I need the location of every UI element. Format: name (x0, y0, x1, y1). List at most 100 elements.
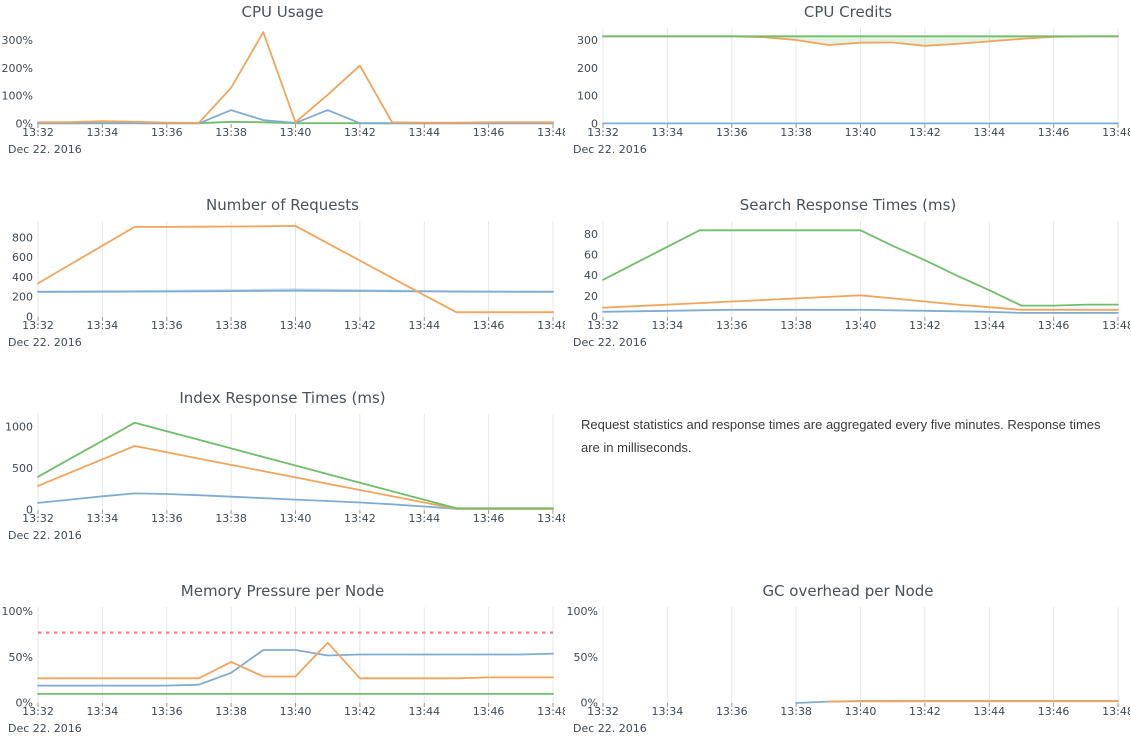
svg-text:13:48: 13:48 (537, 705, 565, 718)
svg-text:13:32: 13:32 (22, 512, 54, 525)
svg-text:0: 0 (591, 311, 598, 324)
svg-text:50%: 50% (9, 651, 33, 664)
svg-text:13:36: 13:36 (151, 126, 183, 139)
svg-text:13:48: 13:48 (537, 126, 565, 139)
chart-number-of-requests: Number of Requests 13:32 13:34 13:36 13:38 1… (0, 195, 565, 355)
svg-text:13:46: 13:46 (1038, 319, 1070, 332)
svg-text:13:44: 13:44 (973, 705, 1005, 718)
gc-overhead-plot: 13:32 13:34 13:36 13:38 13:40 13:42 13:44 13:46… (567, 605, 1130, 735)
chart-cpu-usage: CPU Usage 13:32 13:34 13:36 13:38 13:40 13:42… (0, 2, 565, 162)
svg-text:13:38: 13:38 (780, 705, 812, 718)
svg-text:13:38: 13:38 (215, 512, 247, 525)
svg-text:13:34: 13:34 (652, 126, 684, 139)
svg-text:13:36: 13:36 (716, 705, 748, 718)
svg-text:13:44: 13:44 (408, 512, 440, 525)
chart-title-number-of-requests: Number of Requests (206, 196, 359, 214)
cpu-credits-plot: 13:32 13:34 13:36 13:38 13:40 13:42 13:44 13:46… (573, 28, 1130, 156)
svg-text:100%: 100% (567, 605, 598, 618)
svg-text:100%: 100% (2, 90, 33, 103)
svg-text:13:36: 13:36 (716, 319, 748, 332)
svg-text:13:40: 13:40 (280, 126, 312, 139)
svg-text:13:40: 13:40 (280, 705, 312, 718)
svg-text:13:48: 13:48 (537, 512, 565, 525)
svg-text:13:36: 13:36 (151, 705, 183, 718)
svg-text:0%: 0% (581, 697, 598, 710)
svg-text:Dec 22. 2016: Dec 22. 2016 (573, 722, 647, 735)
svg-text:200: 200 (12, 291, 33, 304)
chart-memory-pressure: Memory Pressure per Node 13:32 13:34 13:36… (0, 581, 565, 741)
svg-text:13:32: 13:32 (22, 705, 54, 718)
cpu-usage-plot: 13:32 13:34 13:36 13:38 13:40 13:42 13:44 13:46… (2, 31, 565, 156)
svg-text:13:32: 13:32 (587, 126, 619, 139)
svg-text:50%: 50% (574, 651, 598, 664)
note-text: Request statistics and response times ar… (581, 417, 1101, 455)
note-panel: Request statistics and response times ar… (565, 388, 1131, 548)
svg-text:80: 80 (584, 228, 598, 241)
svg-text:13:42: 13:42 (909, 126, 941, 139)
svg-text:13:44: 13:44 (408, 126, 440, 139)
svg-text:13:42: 13:42 (909, 705, 941, 718)
svg-text:0: 0 (26, 311, 33, 324)
svg-text:13:48: 13:48 (1102, 319, 1130, 332)
svg-text:800: 800 (12, 231, 33, 244)
svg-text:13:32: 13:32 (22, 126, 54, 139)
chart-title-memory-pressure: Memory Pressure per Node (180, 582, 385, 600)
svg-text:13:42: 13:42 (909, 319, 941, 332)
svg-text:13:38: 13:38 (215, 705, 247, 718)
svg-text:13:40: 13:40 (845, 126, 877, 139)
svg-text:13:46: 13:46 (473, 705, 505, 718)
svg-text:400: 400 (12, 271, 33, 284)
svg-text:13:46: 13:46 (473, 126, 505, 139)
chart-title-cpu-credits: CPU Credits (803, 3, 893, 21)
svg-text:100: 100 (577, 90, 598, 103)
svg-text:13:40: 13:40 (845, 319, 877, 332)
svg-text:60: 60 (584, 249, 598, 262)
search-response-times-plot: 13:32 13:34 13:36 13:38 13:40 13:42 13:44 13:46… (573, 221, 1130, 349)
svg-text:13:46: 13:46 (473, 512, 505, 525)
svg-text:13:40: 13:40 (280, 512, 312, 525)
memory-pressure-plot: 13:32 13:34 13:36 13:38 13:40 13:42 13:44 13:46… (2, 605, 565, 735)
svg-text:300%: 300% (2, 34, 33, 47)
svg-text:600: 600 (12, 251, 33, 264)
svg-text:13:42: 13:42 (344, 512, 376, 525)
svg-text:13:32: 13:32 (22, 319, 54, 332)
chart-title-cpu-usage: CPU Usage (241, 3, 324, 21)
chart-search-response-times: Search Response Times (ms) 13:32 13:34 13:… (565, 195, 1131, 355)
svg-text:500: 500 (12, 462, 33, 475)
chart-gc-overhead: GC overhead per Node 13:32 13:34 13:36 13:3… (565, 581, 1131, 741)
svg-text:13:38: 13:38 (215, 126, 247, 139)
chart-cpu-credits: CPU Credits 13:32 13:34 13:36 13:38 13:40 13:… (565, 2, 1131, 162)
index-response-times-plot: 13:32 13:34 13:36 13:38 13:40 13:42 13:44 13:46… (5, 414, 565, 542)
svg-text:1000: 1000 (5, 420, 33, 433)
svg-text:13:40: 13:40 (845, 705, 877, 718)
svg-text:13:42: 13:42 (344, 705, 376, 718)
svg-text:13:42: 13:42 (344, 319, 376, 332)
svg-text:0%: 0% (16, 697, 33, 710)
svg-text:13:48: 13:48 (1102, 126, 1130, 139)
svg-text:13:38: 13:38 (780, 319, 812, 332)
svg-text:13:48: 13:48 (1102, 705, 1130, 718)
svg-text:Dec 22. 2016: Dec 22. 2016 (8, 143, 82, 156)
svg-text:0: 0 (591, 118, 598, 131)
svg-text:13:36: 13:36 (716, 126, 748, 139)
svg-text:13:34: 13:34 (652, 705, 684, 718)
svg-text:200: 200 (577, 62, 598, 75)
chart-title-gc-overhead: GC overhead per Node (762, 582, 934, 600)
svg-text:13:40: 13:40 (280, 319, 312, 332)
svg-text:300: 300 (577, 34, 598, 47)
number-of-requests-plot: 13:32 13:34 13:36 13:38 13:40 13:42 13:44 13:46… (8, 221, 565, 349)
svg-text:13:44: 13:44 (408, 319, 440, 332)
svg-text:Dec 22. 2016: Dec 22. 2016 (573, 336, 647, 349)
svg-text:13:32: 13:32 (587, 319, 619, 332)
svg-text:13:36: 13:36 (151, 319, 183, 332)
svg-text:13:46: 13:46 (473, 319, 505, 332)
svg-text:13:44: 13:44 (408, 705, 440, 718)
svg-text:Dec 22. 2016: Dec 22. 2016 (8, 336, 82, 349)
svg-text:13:46: 13:46 (1038, 126, 1070, 139)
svg-text:13:34: 13:34 (87, 705, 119, 718)
svg-text:13:38: 13:38 (215, 319, 247, 332)
svg-text:200%: 200% (2, 62, 33, 75)
svg-text:13:36: 13:36 (151, 512, 183, 525)
svg-text:13:34: 13:34 (87, 126, 119, 139)
